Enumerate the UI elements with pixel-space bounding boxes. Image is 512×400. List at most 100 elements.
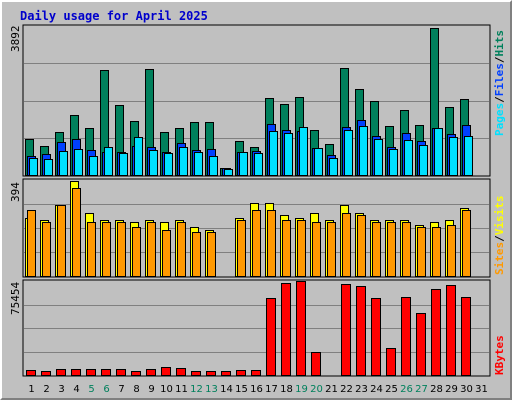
bar-kbytes-day-27 <box>416 313 426 376</box>
bar-pages-day-25 <box>389 149 398 176</box>
bar-pages-day-9 <box>149 150 158 176</box>
bar-sites-day-17 <box>267 210 276 277</box>
bar-sites-day-13 <box>207 232 216 277</box>
bar-pages-day-3 <box>59 151 68 176</box>
x-label-day-19: 19 <box>295 384 308 395</box>
x-label-day-13: 13 <box>205 384 218 395</box>
x-label-day-15: 15 <box>235 384 248 395</box>
x-label-day-8: 8 <box>133 384 139 395</box>
bar-kbytes-day-3 <box>56 369 66 376</box>
legend-sep-2: / <box>493 56 506 63</box>
bar-pages-day-15 <box>239 152 248 176</box>
bottom-ymax-label: 75454 <box>9 282 22 315</box>
bar-pages-day-14 <box>224 169 233 176</box>
bar-sites-day-6 <box>102 222 111 277</box>
bar-sites-day-3 <box>57 205 66 277</box>
bar-pages-day-20 <box>314 148 323 176</box>
bar-pages-day-5 <box>89 156 98 176</box>
bar-sites-day-2 <box>42 222 51 277</box>
bar-sites-day-10 <box>162 230 171 277</box>
bar-kbytes-day-7 <box>116 369 126 376</box>
bar-pages-day-28 <box>434 128 443 176</box>
bar-kbytes-day-9 <box>146 369 156 376</box>
x-label-day-21: 21 <box>325 384 338 395</box>
x-label-day-16: 16 <box>250 384 263 395</box>
x-label-day-27: 27 <box>415 384 428 395</box>
bar-kbytes-day-12 <box>191 371 201 376</box>
bar-sites-day-11 <box>177 222 186 277</box>
x-label-day-5: 5 <box>88 384 94 395</box>
bar-kbytes-day-22 <box>341 284 351 376</box>
x-label-day-20: 20 <box>310 384 323 395</box>
bar-kbytes-day-13 <box>206 371 216 376</box>
chart-title: Daily usage for April 2025 <box>20 9 208 23</box>
bar-kbytes-day-30 <box>461 297 471 376</box>
bar-pages-day-22 <box>344 130 353 176</box>
bar-sites-day-26 <box>402 222 411 277</box>
bar-sites-day-12 <box>192 232 201 277</box>
bar-pages-day-11 <box>179 147 188 176</box>
x-label-day-25: 25 <box>385 384 398 395</box>
bottom-legend: KBytes <box>493 335 506 375</box>
bar-pages-day-24 <box>374 139 383 176</box>
x-label-day-14: 14 <box>220 384 233 395</box>
legend-pages: Pages <box>493 103 506 136</box>
bar-sites-day-9 <box>147 222 156 277</box>
middle-ymax-label: 394 <box>9 182 22 202</box>
bar-pages-day-16 <box>254 153 263 176</box>
legend-sep-1: / <box>493 96 506 103</box>
bar-sites-day-21 <box>327 222 336 277</box>
bar-pages-day-12 <box>194 152 203 176</box>
bar-kbytes-day-17 <box>266 298 276 376</box>
bar-sites-day-24 <box>372 222 381 277</box>
bar-kbytes-day-4 <box>71 369 81 376</box>
x-label-day-7: 7 <box>118 384 124 395</box>
bar-kbytes-day-23 <box>356 286 366 376</box>
bar-pages-day-7 <box>119 153 128 176</box>
bar-sites-day-8 <box>132 227 141 277</box>
bar-pages-day-30 <box>464 136 473 176</box>
x-label-day-9: 9 <box>148 384 154 395</box>
bar-sites-day-23 <box>357 215 366 277</box>
bar-pages-day-26 <box>404 140 413 176</box>
top-legend: Pages/Files/Hits <box>493 30 506 136</box>
bar-pages-day-8 <box>134 137 143 176</box>
legend-sep-3: / <box>493 235 506 242</box>
bar-sites-day-30 <box>462 210 471 277</box>
x-label-day-11: 11 <box>175 384 188 395</box>
bar-sites-day-20 <box>312 222 321 277</box>
bar-pages-day-10 <box>164 153 173 176</box>
x-label-day-22: 22 <box>340 384 353 395</box>
bar-sites-day-15 <box>237 220 246 277</box>
bar-kbytes-day-11 <box>176 368 186 376</box>
bar-sites-day-4 <box>72 188 81 277</box>
x-label-day-29: 29 <box>445 384 458 395</box>
x-label-day-28: 28 <box>430 384 443 395</box>
bar-pages-day-18 <box>284 133 293 176</box>
bar-kbytes-day-2 <box>41 371 51 376</box>
x-label-day-24: 24 <box>370 384 383 395</box>
bar-pages-day-13 <box>209 156 218 176</box>
x-label-day-10: 10 <box>160 384 173 395</box>
bar-pages-day-1 <box>29 158 38 176</box>
bar-kbytes-day-26 <box>401 297 411 376</box>
bar-sites-day-7 <box>117 222 126 277</box>
legend-kbytes: KBytes <box>493 335 506 375</box>
x-label-day-26: 26 <box>400 384 413 395</box>
middle-legend: Sites/Visits <box>493 196 506 276</box>
bar-sites-day-27 <box>417 227 426 277</box>
bar-kbytes-day-14 <box>221 371 231 376</box>
x-label-day-12: 12 <box>190 384 203 395</box>
bar-pages-day-19 <box>299 127 308 176</box>
bar-kbytes-day-18 <box>281 283 291 376</box>
x-label-day-23: 23 <box>355 384 368 395</box>
bar-sites-day-22 <box>342 213 351 277</box>
bar-sites-day-28 <box>432 227 441 277</box>
bar-pages-day-29 <box>449 137 458 176</box>
x-label-day-30: 30 <box>460 384 473 395</box>
legend-sites: Sites <box>493 242 506 275</box>
bar-kbytes-day-24 <box>371 298 381 376</box>
x-label-day-6: 6 <box>103 384 109 395</box>
bar-pages-day-2 <box>44 159 53 176</box>
